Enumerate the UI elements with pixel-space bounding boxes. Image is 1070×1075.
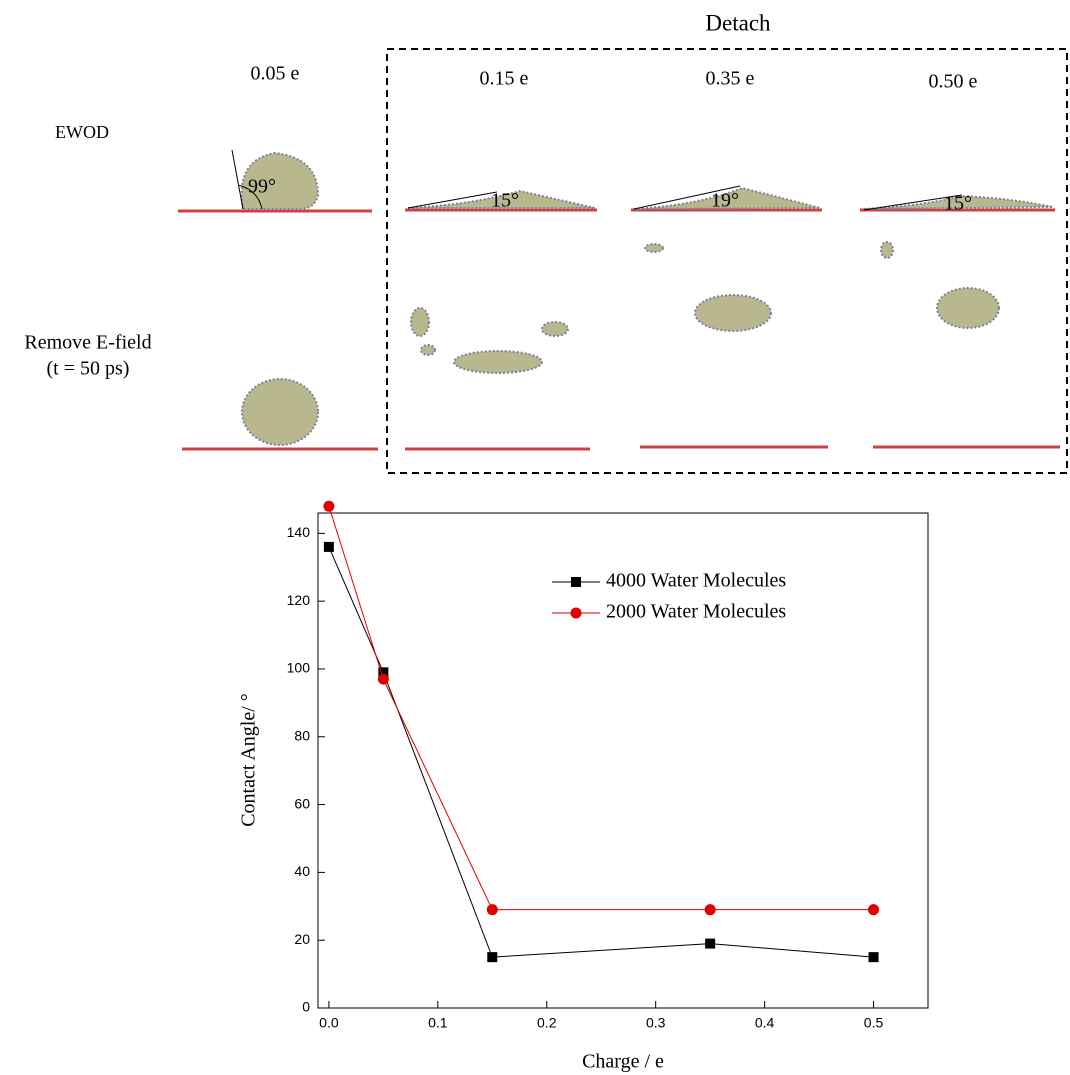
- plot-frame: [317, 512, 929, 1009]
- marker: [486, 904, 498, 916]
- y-tick-label: 60: [294, 795, 310, 811]
- angle-lines: [231, 149, 963, 211]
- legend-label: 4000 Water Molecules: [606, 570, 786, 592]
- marker: [704, 904, 716, 916]
- marker: [868, 904, 880, 916]
- column-label: 0.35 e: [706, 68, 755, 90]
- legend-marker: [571, 577, 581, 587]
- marker: [378, 667, 389, 678]
- marker: [487, 952, 498, 963]
- row-label: Remove E-field: [24, 332, 151, 354]
- droplet: [407, 189, 596, 209]
- group-label: Detach: [705, 10, 771, 35]
- droplet: [240, 151, 320, 210]
- droplet: [420, 344, 436, 356]
- marker: [323, 500, 335, 512]
- angle-label: 99°: [248, 176, 276, 198]
- x-axis-title: Charge / e: [582, 1051, 664, 1073]
- y-tick-label: 20: [294, 931, 310, 947]
- row-label: EWOD: [55, 122, 109, 142]
- marker: [868, 952, 879, 963]
- row-label: (t = 50 ps): [47, 358, 130, 380]
- angle-label: 19°: [711, 190, 739, 212]
- marker: [705, 938, 716, 949]
- tangent: [231, 149, 244, 210]
- y-tick-label: 120: [287, 592, 311, 608]
- column-label: 0.05 e: [251, 63, 300, 85]
- series-line: [328, 546, 874, 958]
- droplet: [410, 307, 430, 337]
- droplet: [694, 294, 772, 332]
- droplet: [880, 241, 894, 259]
- snapshots: Detach 0.05 e 0.15 e 0.35 e 0.50 e EWOD …: [24, 10, 1068, 474]
- x-tick-label: 0.2: [537, 1015, 557, 1031]
- droplet: [541, 321, 569, 337]
- y-tick-label: 100: [287, 660, 311, 676]
- angle-label: 15°: [944, 193, 972, 215]
- x-tick-label: 0.5: [864, 1015, 884, 1031]
- y-tick-label: 140: [287, 524, 311, 540]
- column-label: 0.50 e: [929, 71, 978, 93]
- series-line: [328, 506, 874, 911]
- tangent: [633, 185, 741, 210]
- tangent: [863, 194, 963, 211]
- marker: [377, 673, 389, 685]
- x-tick-label: 0.0: [319, 1015, 339, 1031]
- x-tick-label: 0.1: [428, 1015, 448, 1031]
- substrates: [178, 208, 1060, 451]
- column-label: 0.15 e: [480, 68, 529, 90]
- legend-marker: [570, 607, 582, 619]
- droplet: [453, 350, 543, 374]
- angle-arc: [237, 184, 263, 210]
- y-tick-label: 80: [294, 727, 310, 743]
- x-tick-label: 0.3: [646, 1015, 666, 1031]
- droplet: [936, 287, 1000, 329]
- legend-label: 2000 Water Molecules: [606, 601, 786, 623]
- y-tick-label: 0: [302, 999, 310, 1015]
- droplets: [240, 151, 1054, 446]
- y-tick-label: 40: [294, 863, 310, 879]
- angle-label: 15°: [491, 190, 519, 212]
- detach-box: [386, 48, 1068, 474]
- y-axis-title: Contact Angle/ °: [238, 693, 260, 827]
- tangent: [407, 191, 498, 209]
- droplet: [241, 378, 319, 446]
- droplet: [863, 194, 1054, 210]
- x-tick-label: 0.4: [755, 1015, 775, 1031]
- droplet: [633, 186, 821, 210]
- droplet: [644, 243, 664, 253]
- marker: [323, 541, 334, 552]
